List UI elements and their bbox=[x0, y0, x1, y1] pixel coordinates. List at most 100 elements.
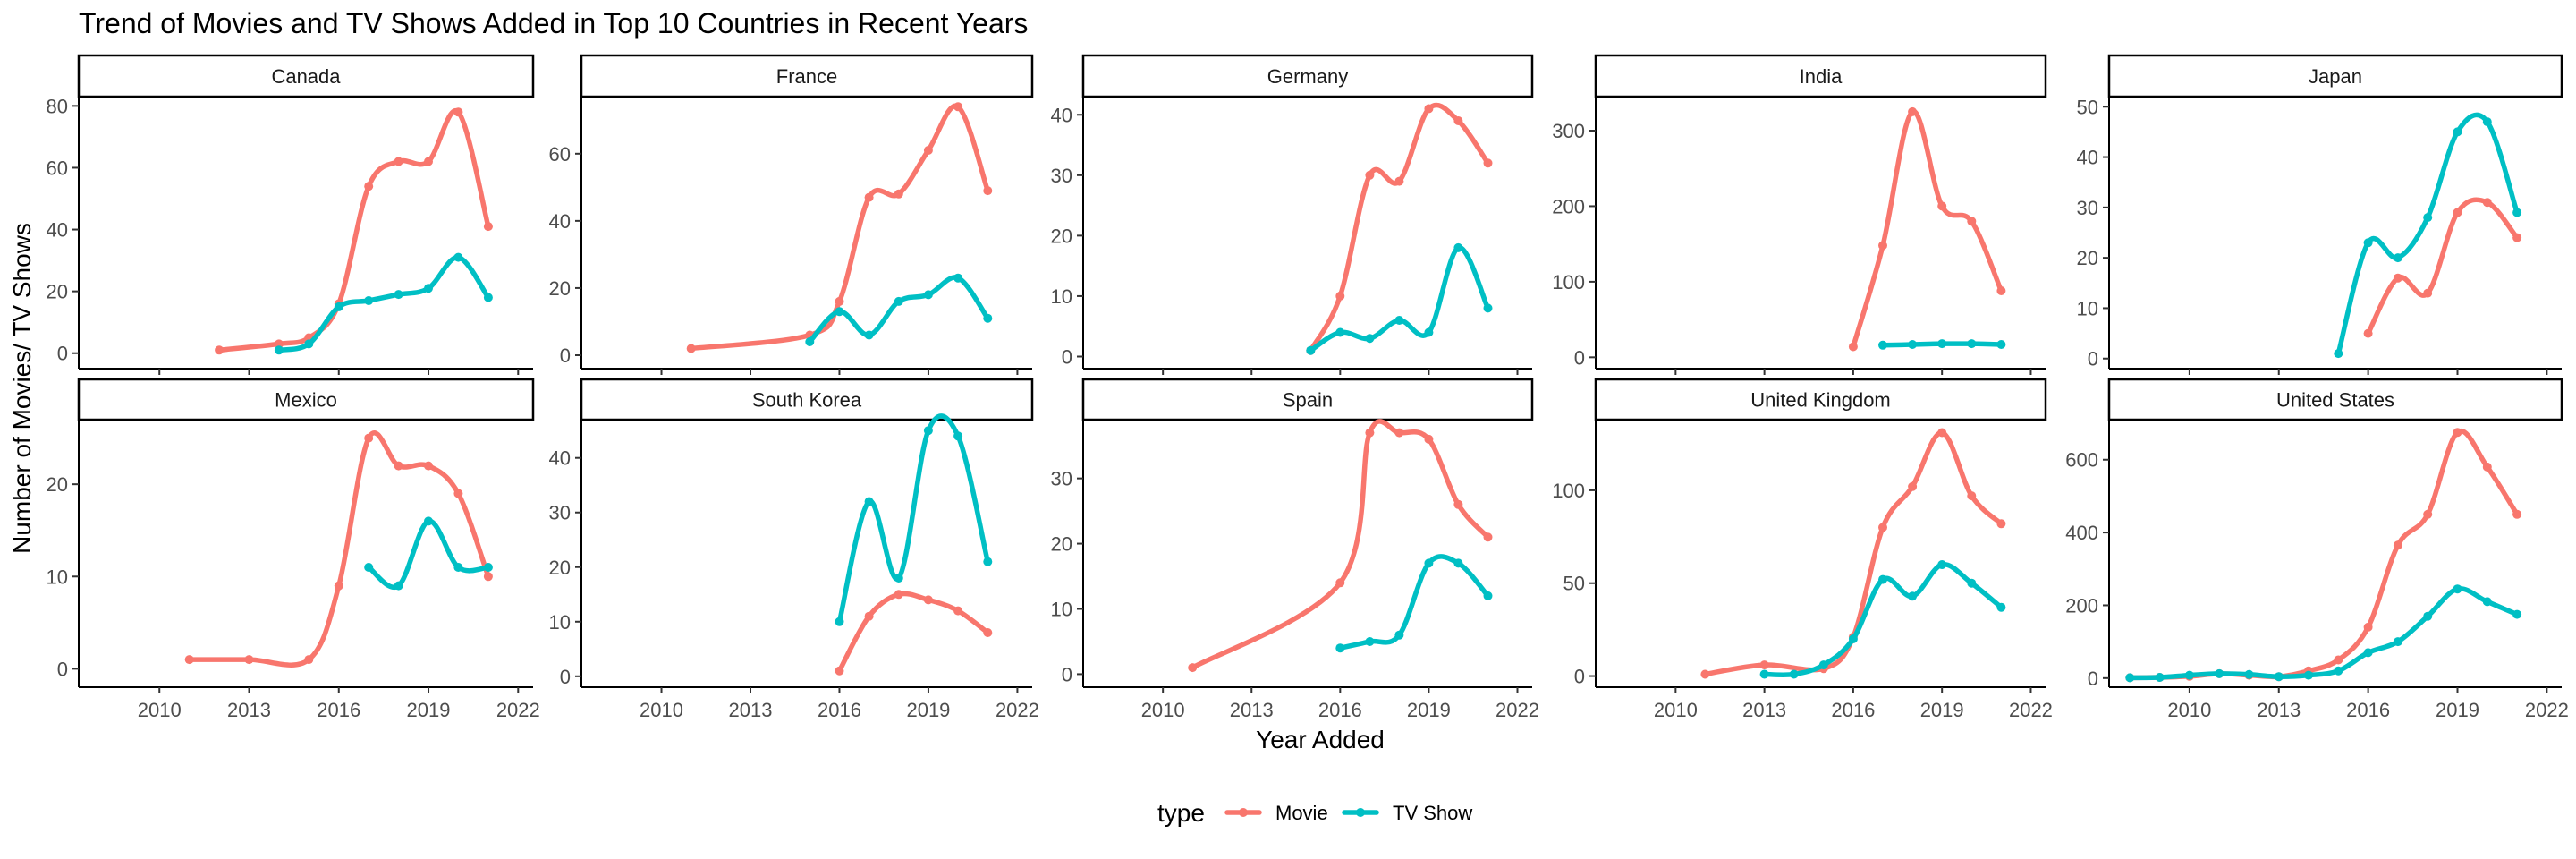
facet-strip-mexico bbox=[77, 378, 535, 421]
series-line-united-states-movie bbox=[2127, 428, 2520, 681]
data-point-spain-tv-show bbox=[1483, 591, 1493, 600]
data-point-canada-tv-show bbox=[304, 339, 314, 349]
data-point-united-kingdom-tv-show bbox=[1878, 574, 1887, 584]
data-point-canada-movie bbox=[453, 107, 463, 117]
data-point-south-korea-tv-show bbox=[894, 574, 903, 583]
y-tick-label-south-korea: 20 bbox=[549, 557, 571, 579]
data-point-united-states-tv-show bbox=[2155, 673, 2165, 682]
x-tick-label-south-korea: 2010 bbox=[640, 699, 683, 721]
data-point-canada-movie bbox=[483, 222, 493, 232]
data-point-india-movie bbox=[1878, 241, 1887, 251]
data-point-mexico-movie bbox=[364, 433, 374, 443]
data-point-canada-tv-show bbox=[394, 290, 403, 300]
x-tick-label-south-korea: 2022 bbox=[996, 699, 1039, 721]
chart-title: Trend of Movies and TV Shows Added in To… bbox=[79, 7, 1029, 39]
data-point-japan-movie bbox=[2423, 288, 2433, 298]
data-point-united-kingdom-tv-show bbox=[1908, 591, 1918, 601]
x-tick-label-spain: 2016 bbox=[1318, 699, 1362, 721]
data-point-spain-tv-show bbox=[1335, 643, 1345, 653]
data-point-spain-tv-show bbox=[1365, 637, 1375, 646]
data-point-mexico-tv-show bbox=[424, 516, 433, 526]
x-tick-label-united-kingdom: 2013 bbox=[1742, 699, 1786, 721]
y-tick-label-mexico: 0 bbox=[57, 658, 68, 680]
data-point-spain-movie bbox=[1453, 499, 1463, 509]
x-tick-label-united-states: 2022 bbox=[2525, 699, 2569, 721]
data-point-japan-movie bbox=[2393, 273, 2402, 283]
data-point-spain-movie bbox=[1394, 428, 1404, 438]
data-point-south-korea-tv-show bbox=[864, 497, 874, 506]
x-tick-label-spain: 2019 bbox=[1407, 699, 1451, 721]
legend-key-point-movie bbox=[1239, 808, 1248, 817]
data-point-canada-tv-show bbox=[274, 345, 284, 355]
data-point-united-kingdom-movie bbox=[1967, 491, 1977, 501]
facet-strip-spain bbox=[1081, 378, 1534, 421]
y-tick-label-united-states: 0 bbox=[2088, 668, 2098, 690]
facet-strip-united-states bbox=[2107, 378, 2563, 421]
legend-key-point-tv-show bbox=[1356, 808, 1365, 817]
y-tick-label-spain: 20 bbox=[1051, 533, 1072, 556]
data-point-united-states-movie bbox=[2482, 462, 2492, 472]
data-point-canada-movie bbox=[364, 182, 374, 191]
data-point-mexico-tv-show bbox=[394, 581, 403, 591]
facet-strip-united-kingdom bbox=[1594, 378, 2047, 421]
legend-label-tv-show: TV Show bbox=[1393, 802, 1472, 824]
y-axis-title: Number of Movies/ TV Shows bbox=[8, 223, 36, 554]
x-tick-label-spain: 2010 bbox=[1141, 699, 1185, 721]
y-tick-label-france: 60 bbox=[549, 143, 571, 166]
data-point-south-korea-movie bbox=[953, 606, 963, 616]
data-point-united-states-movie bbox=[2334, 655, 2343, 665]
data-point-canada-tv-show bbox=[483, 293, 493, 302]
y-tick-label-france: 0 bbox=[560, 344, 571, 367]
data-point-germany-movie bbox=[1335, 291, 1345, 301]
y-tick-label-germany: 40 bbox=[1051, 104, 1072, 126]
y-tick-label-japan: 50 bbox=[2077, 96, 2098, 118]
data-point-canada-tv-show bbox=[424, 284, 433, 293]
data-point-france-tv-show bbox=[983, 313, 993, 323]
data-point-united-kingdom-movie bbox=[1759, 660, 1769, 670]
data-point-mexico-tv-show bbox=[453, 563, 463, 572]
data-point-japan-tv-show bbox=[2453, 127, 2462, 137]
data-point-united-states-tv-show bbox=[2363, 648, 2373, 658]
data-point-germany-tv-show bbox=[1365, 334, 1375, 344]
data-point-united-states-movie bbox=[2453, 428, 2462, 438]
data-point-united-states-tv-show bbox=[2482, 597, 2492, 607]
data-point-france-tv-show bbox=[805, 337, 815, 346]
data-point-spain-movie bbox=[1188, 663, 1198, 673]
data-point-france-tv-show bbox=[835, 307, 844, 317]
x-tick-label-south-korea: 2013 bbox=[729, 699, 773, 721]
y-tick-label-france: 20 bbox=[549, 277, 571, 300]
data-point-germany-tv-show bbox=[1394, 316, 1404, 325]
data-point-south-korea-movie bbox=[835, 666, 844, 676]
data-point-united-states-tv-show bbox=[2453, 584, 2462, 594]
data-point-united-states-tv-show bbox=[2512, 609, 2522, 619]
data-point-united-kingdom-tv-show bbox=[1759, 669, 1769, 679]
y-tick-label-france: 40 bbox=[549, 210, 571, 233]
y-tick-label-germany: 0 bbox=[1062, 345, 1072, 368]
x-tick-label-mexico: 2019 bbox=[407, 699, 451, 721]
series-line-india-movie bbox=[1851, 109, 2004, 350]
data-point-spain-tv-show bbox=[1453, 558, 1463, 568]
facet-strip-japan bbox=[2107, 54, 2563, 98]
data-point-united-kingdom-tv-show bbox=[1848, 634, 1858, 643]
data-point-india-movie bbox=[1937, 201, 1947, 211]
data-point-united-states-movie bbox=[2393, 540, 2402, 550]
data-point-spain-tv-show bbox=[1424, 558, 1434, 568]
data-point-united-kingdom-tv-show bbox=[1789, 669, 1799, 679]
data-point-france-tv-show bbox=[894, 296, 903, 306]
y-tick-label-mexico: 10 bbox=[47, 566, 68, 588]
data-point-japan-movie bbox=[2453, 208, 2462, 217]
series-line-japan-movie bbox=[2365, 197, 2520, 336]
y-tick-label-united-states: 600 bbox=[2065, 449, 2098, 472]
data-point-south-korea-tv-show bbox=[835, 617, 844, 626]
data-point-mexico-tv-show bbox=[483, 563, 493, 572]
y-tick-label-japan: 40 bbox=[2077, 147, 2098, 169]
y-tick-label-south-korea: 30 bbox=[549, 502, 571, 524]
data-point-united-states-movie bbox=[2423, 509, 2433, 519]
data-point-mexico-movie bbox=[424, 461, 433, 471]
y-tick-label-united-states: 400 bbox=[2065, 522, 2098, 544]
data-point-germany-movie bbox=[1424, 104, 1434, 114]
data-point-mexico-movie bbox=[184, 655, 194, 665]
facet-strip-india bbox=[1594, 54, 2047, 98]
y-tick-label-canada: 20 bbox=[47, 281, 68, 303]
y-tick-label-spain: 10 bbox=[1051, 598, 1072, 620]
